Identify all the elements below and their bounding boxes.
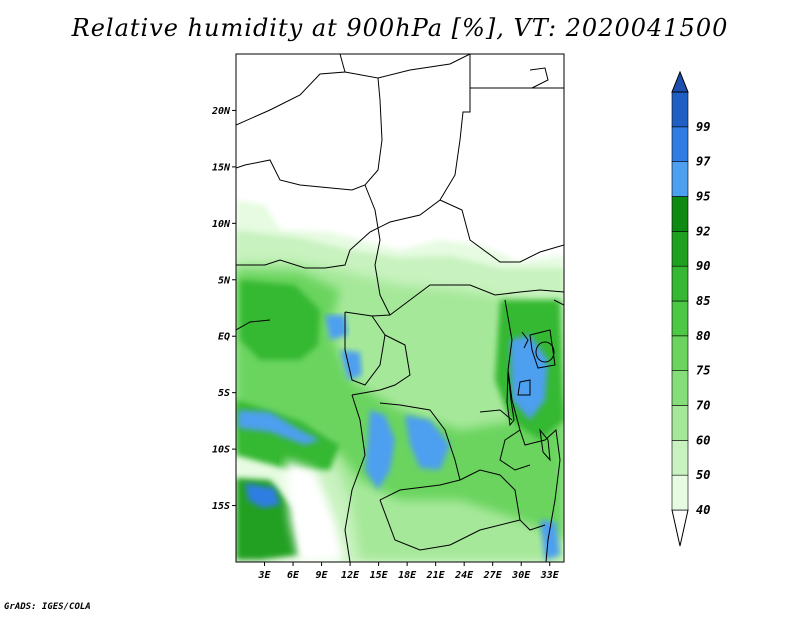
colorbar-label: 60 <box>696 433 710 447</box>
colorbar-below-triangle <box>671 509 689 547</box>
lakes <box>506 341 555 462</box>
lon-tick-label: 9E <box>316 570 329 581</box>
colorbar-swatch <box>671 300 689 337</box>
lon-tick-label: 15E <box>370 570 389 581</box>
border-line <box>479 409 513 421</box>
longitude-axis: 3E 6E 9E 12E 15E 18E 21E 24E 27E 30E 33E <box>257 562 560 581</box>
humidity-region-95-angola <box>365 410 395 490</box>
lon-tick-label: 33E <box>540 570 560 581</box>
lon-tick-label: 12E <box>341 570 360 581</box>
colorbar-swatch <box>671 474 689 511</box>
border-line <box>517 379 531 396</box>
map-plot-area <box>236 54 564 562</box>
border-line <box>377 54 471 79</box>
lat-tick-label: 5N <box>218 275 231 286</box>
colorbar-swatch <box>671 335 689 371</box>
colorbar-label: 80 <box>696 329 710 343</box>
colorbar-label: 75 <box>696 364 710 378</box>
humidity-region-dry-sw <box>285 460 345 562</box>
colorbar-label: 85 <box>696 294 710 308</box>
border-line <box>351 334 411 396</box>
lon-tick-label: 24E <box>454 570 474 581</box>
colorbar-label: 50 <box>696 468 710 482</box>
country-borders <box>236 54 564 562</box>
humidity-region-85 <box>240 280 320 360</box>
border-line <box>529 67 549 89</box>
humidity-region-95-coast <box>340 350 362 380</box>
border-line <box>499 429 531 471</box>
lon-tick-label: 18E <box>398 570 417 581</box>
colorbar-label: 92 <box>696 224 710 238</box>
border-line <box>369 54 471 233</box>
plot-frame <box>235 53 565 563</box>
lat-tick-label: 5S <box>218 388 230 399</box>
colorbar-swatch <box>671 91 689 128</box>
lake-outline <box>535 341 555 363</box>
border-line <box>439 199 564 263</box>
border-line <box>236 54 346 126</box>
grads-credit: GrADS: IGES/COLA <box>4 602 91 612</box>
border-line <box>553 299 564 306</box>
lat-tick-label: 10S <box>212 445 230 456</box>
lake-outline <box>506 371 515 427</box>
border-line <box>379 499 521 551</box>
border-line <box>521 331 529 349</box>
lat-tick-label: 20N <box>211 106 231 117</box>
lon-tick-label: 30E <box>511 570 531 581</box>
lon-tick-label: 3E <box>257 570 271 581</box>
border-line <box>236 319 271 331</box>
humidity-region-97-sw <box>245 483 280 508</box>
lat-tick-label: EQ <box>218 332 230 343</box>
colorbar-swatch <box>671 161 689 197</box>
border-line <box>459 469 546 531</box>
colorbar-label: 99 <box>696 120 710 134</box>
lat-tick-label: 10N <box>212 219 231 230</box>
border-line <box>236 231 371 269</box>
colorbar-swatch <box>671 126 689 162</box>
lon-tick-label: 21E <box>426 570 446 581</box>
border-line <box>504 299 561 562</box>
colorbar: 40 50 60 70 75 80 85 90 92 95 97 99 <box>671 70 711 547</box>
colorbar-label: 70 <box>696 399 710 413</box>
colorbar-label: 40 <box>696 503 710 517</box>
lon-tick-label: 27E <box>483 570 503 581</box>
lat-tick-label: 15S <box>212 501 230 512</box>
humidity-region-95-gabon <box>325 315 348 340</box>
lon-tick-label: 6E <box>287 570 300 581</box>
lake-outline <box>539 428 551 462</box>
latitude-axis: 20N 15N 10N 5N EQ 5S 10S 15S <box>211 106 236 512</box>
border-line <box>236 71 383 191</box>
border-line <box>379 402 461 501</box>
lat-tick-label: 15N <box>212 162 231 173</box>
border-line <box>344 394 366 562</box>
colorbar-swatch <box>671 196 689 232</box>
colorbar-above-triangle <box>671 70 689 93</box>
colorbar-swatch <box>671 231 689 267</box>
colorbar-swatch <box>671 405 689 441</box>
colorbar-swatch <box>671 440 689 476</box>
colorbar-label: 95 <box>696 190 710 204</box>
humidity-region-95-lakes <box>510 335 548 420</box>
humidity-region-95-se <box>540 520 560 560</box>
border-line <box>529 329 556 369</box>
colorbar-swatch <box>671 265 689 302</box>
humidity-region-95-west <box>238 410 320 445</box>
colorbar-label: 97 <box>696 155 711 169</box>
humidity-field <box>236 200 564 562</box>
humidity-region-95-congo <box>405 415 450 470</box>
colorbar-label: 90 <box>696 259 710 273</box>
border-line <box>364 184 564 316</box>
map-title: Relative humidity at 900hPa [%], VT: 202… <box>71 14 729 42</box>
colorbar-swatch <box>671 370 689 406</box>
